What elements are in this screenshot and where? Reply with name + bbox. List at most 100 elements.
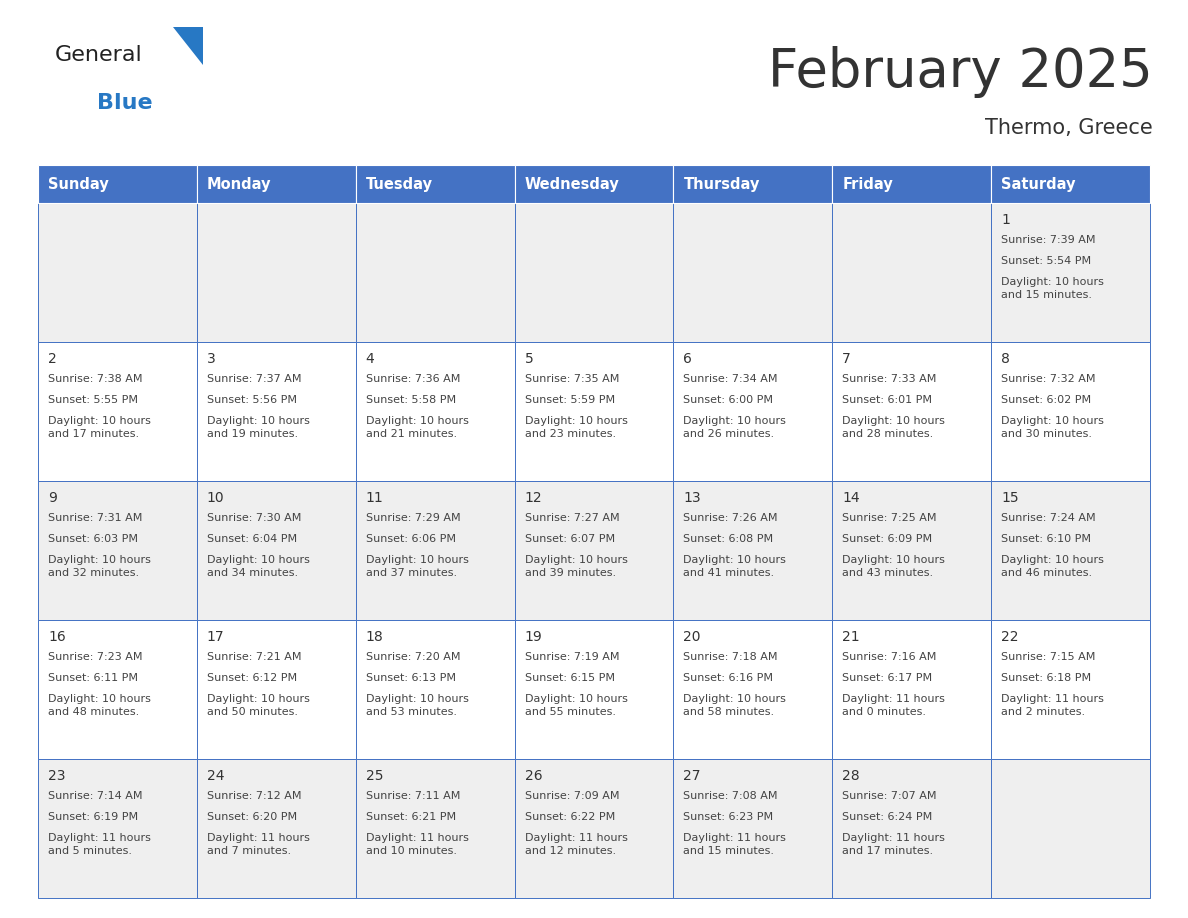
Text: Daylight: 11 hours
and 10 minutes.: Daylight: 11 hours and 10 minutes. [366,833,468,856]
Text: Daylight: 11 hours
and 7 minutes.: Daylight: 11 hours and 7 minutes. [207,833,310,856]
Bar [355,759,514,898]
Text: Sunrise: 7:27 AM: Sunrise: 7:27 AM [525,513,619,523]
Text: Sunset: 5:56 PM: Sunset: 5:56 PM [207,395,297,405]
Text: Sunrise: 7:34 AM: Sunrise: 7:34 AM [683,374,778,384]
Text: Sunset: 6:03 PM: Sunset: 6:03 PM [48,534,138,544]
Text: 25: 25 [366,769,384,783]
Text: Sunrise: 7:25 AM: Sunrise: 7:25 AM [842,513,937,523]
Text: Sunrise: 7:19 AM: Sunrise: 7:19 AM [525,652,619,662]
Bar [38,759,197,898]
Text: Daylight: 10 hours
and 39 minutes.: Daylight: 10 hours and 39 minutes. [525,555,627,577]
Text: Daylight: 10 hours
and 32 minutes.: Daylight: 10 hours and 32 minutes. [48,555,151,577]
Text: Sunset: 6:21 PM: Sunset: 6:21 PM [366,812,456,822]
Text: Sunrise: 7:14 AM: Sunrise: 7:14 AM [48,791,143,801]
Bar [197,203,355,342]
Text: Sunset: 6:04 PM: Sunset: 6:04 PM [207,534,297,544]
Text: Sunset: 6:11 PM: Sunset: 6:11 PM [48,673,138,683]
Text: Sunset: 5:59 PM: Sunset: 5:59 PM [525,395,614,405]
Text: Sunrise: 7:26 AM: Sunrise: 7:26 AM [683,513,778,523]
Bar [674,342,833,481]
Bar [833,165,991,203]
Text: 3: 3 [207,352,215,366]
Text: Sunrise: 7:20 AM: Sunrise: 7:20 AM [366,652,460,662]
Bar [833,342,991,481]
Text: 23: 23 [48,769,65,783]
Bar [355,342,514,481]
Text: Daylight: 10 hours
and 26 minutes.: Daylight: 10 hours and 26 minutes. [683,416,786,439]
Text: 8: 8 [1001,352,1010,366]
Text: Sunset: 6:13 PM: Sunset: 6:13 PM [366,673,456,683]
Text: 6: 6 [683,352,693,366]
Text: Sunset: 6:22 PM: Sunset: 6:22 PM [525,812,615,822]
Text: Sunset: 6:19 PM: Sunset: 6:19 PM [48,812,138,822]
Bar [514,342,674,481]
Text: Sunset: 6:02 PM: Sunset: 6:02 PM [1001,395,1092,405]
Text: February 2025: February 2025 [769,46,1154,98]
Text: Tuesday: Tuesday [366,176,432,192]
Text: Daylight: 10 hours
and 21 minutes.: Daylight: 10 hours and 21 minutes. [366,416,468,439]
Text: Daylight: 10 hours
and 50 minutes.: Daylight: 10 hours and 50 minutes. [207,694,310,717]
Bar [514,165,674,203]
Text: Daylight: 10 hours
and 28 minutes.: Daylight: 10 hours and 28 minutes. [842,416,946,439]
Text: Sunrise: 7:29 AM: Sunrise: 7:29 AM [366,513,460,523]
Bar [674,165,833,203]
Text: Daylight: 10 hours
and 43 minutes.: Daylight: 10 hours and 43 minutes. [842,555,946,577]
Text: Sunrise: 7:24 AM: Sunrise: 7:24 AM [1001,513,1095,523]
Bar [674,481,833,620]
Text: General: General [55,45,143,65]
Text: Sunrise: 7:35 AM: Sunrise: 7:35 AM [525,374,619,384]
Text: Daylight: 11 hours
and 15 minutes.: Daylight: 11 hours and 15 minutes. [683,833,786,856]
Text: 5: 5 [525,352,533,366]
Bar [991,481,1150,620]
Text: Daylight: 10 hours
and 30 minutes.: Daylight: 10 hours and 30 minutes. [1001,416,1104,439]
Text: 7: 7 [842,352,851,366]
Text: Sunset: 6:09 PM: Sunset: 6:09 PM [842,534,933,544]
Text: Sunrise: 7:32 AM: Sunrise: 7:32 AM [1001,374,1095,384]
Text: 20: 20 [683,630,701,644]
Text: Sunset: 6:24 PM: Sunset: 6:24 PM [842,812,933,822]
Text: Sunset: 6:20 PM: Sunset: 6:20 PM [207,812,297,822]
Bar [674,759,833,898]
Text: Daylight: 10 hours
and 58 minutes.: Daylight: 10 hours and 58 minutes. [683,694,786,717]
Text: Sunrise: 7:37 AM: Sunrise: 7:37 AM [207,374,302,384]
Text: Daylight: 10 hours
and 15 minutes.: Daylight: 10 hours and 15 minutes. [1001,277,1104,300]
Text: 19: 19 [525,630,542,644]
Bar [38,203,197,342]
Bar [197,342,355,481]
Text: 21: 21 [842,630,860,644]
Text: Monday: Monday [207,176,271,192]
Text: Sunset: 6:16 PM: Sunset: 6:16 PM [683,673,773,683]
Bar [355,620,514,759]
Bar [197,165,355,203]
Text: Sunset: 6:18 PM: Sunset: 6:18 PM [1001,673,1092,683]
Bar [833,481,991,620]
Text: Sunset: 6:01 PM: Sunset: 6:01 PM [842,395,933,405]
Bar [674,620,833,759]
Text: Daylight: 11 hours
and 2 minutes.: Daylight: 11 hours and 2 minutes. [1001,694,1104,717]
Text: Saturday: Saturday [1001,176,1075,192]
Text: Thursday: Thursday [683,176,760,192]
Text: Daylight: 11 hours
and 0 minutes.: Daylight: 11 hours and 0 minutes. [842,694,946,717]
Text: Daylight: 11 hours
and 5 minutes.: Daylight: 11 hours and 5 minutes. [48,833,151,856]
Text: 13: 13 [683,491,701,505]
Bar [355,203,514,342]
Text: 16: 16 [48,630,65,644]
Text: 11: 11 [366,491,384,505]
Polygon shape [173,27,203,65]
Text: 10: 10 [207,491,225,505]
Text: Sunrise: 7:18 AM: Sunrise: 7:18 AM [683,652,778,662]
Bar [197,620,355,759]
Bar [38,620,197,759]
Bar [38,481,197,620]
Text: Sunrise: 7:12 AM: Sunrise: 7:12 AM [207,791,302,801]
Text: Daylight: 10 hours
and 46 minutes.: Daylight: 10 hours and 46 minutes. [1001,555,1104,577]
Text: 12: 12 [525,491,542,505]
Text: Daylight: 11 hours
and 12 minutes.: Daylight: 11 hours and 12 minutes. [525,833,627,856]
Bar [833,203,991,342]
Text: 17: 17 [207,630,225,644]
Text: Sunrise: 7:39 AM: Sunrise: 7:39 AM [1001,235,1095,245]
Bar [197,759,355,898]
Text: Sunrise: 7:09 AM: Sunrise: 7:09 AM [525,791,619,801]
Text: Sunset: 6:12 PM: Sunset: 6:12 PM [207,673,297,683]
Text: Daylight: 10 hours
and 48 minutes.: Daylight: 10 hours and 48 minutes. [48,694,151,717]
